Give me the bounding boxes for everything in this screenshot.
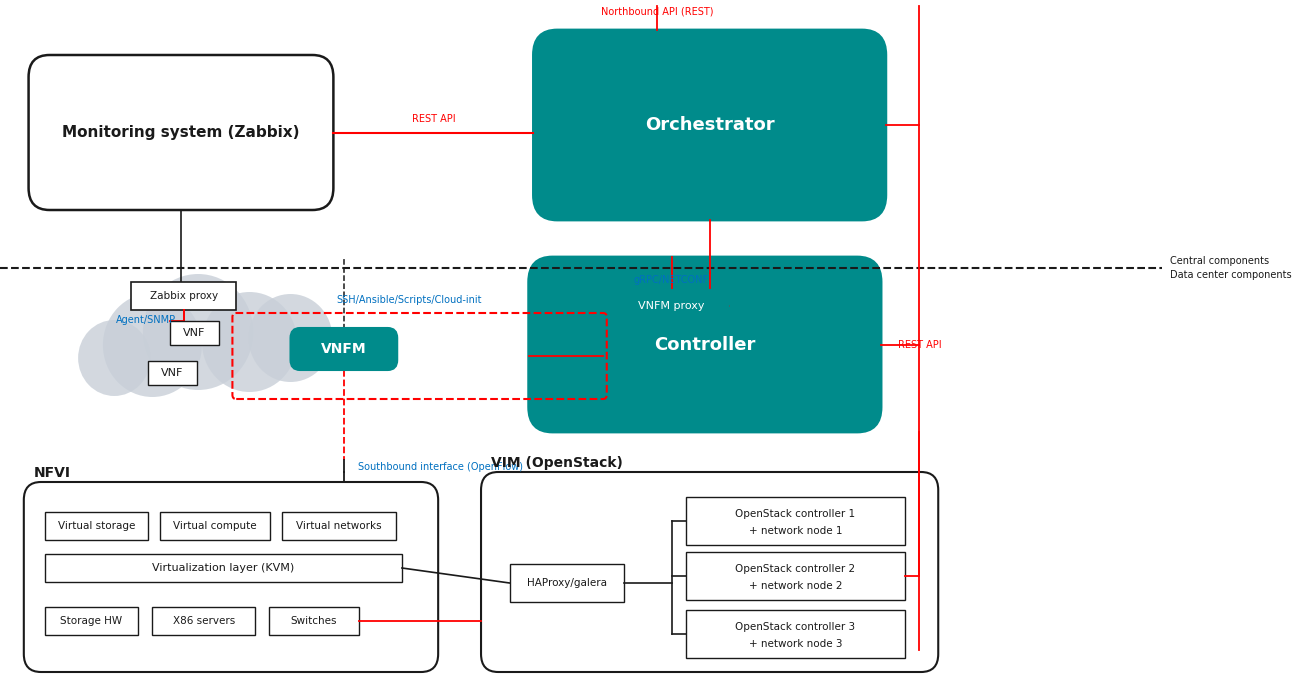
Circle shape xyxy=(249,294,333,382)
Text: Virtual compute: Virtual compute xyxy=(174,521,257,531)
Text: gRPC/NETCONF: gRPC/NETCONF xyxy=(634,275,709,285)
Bar xyxy=(147,361,197,385)
Text: Southbound interface (OpenFlow): Southbound interface (OpenFlow) xyxy=(358,462,523,472)
Text: VNFM: VNFM xyxy=(321,342,367,356)
FancyBboxPatch shape xyxy=(529,257,881,432)
Text: + network node 1: + network node 1 xyxy=(749,526,842,536)
Bar xyxy=(44,512,147,540)
Text: VNFM proxy: VNFM proxy xyxy=(638,301,705,311)
Text: OpenStack controller 3: OpenStack controller 3 xyxy=(735,622,855,632)
Bar xyxy=(161,512,270,540)
Text: Monitoring system (Zabbix): Monitoring system (Zabbix) xyxy=(63,125,300,140)
Text: OpenStack controller 2: OpenStack controller 2 xyxy=(735,564,855,574)
Text: SSH/Ansible/Scripts/Cloud-init: SSH/Ansible/Scripts/Cloud-init xyxy=(337,295,483,305)
Text: Central components: Central components xyxy=(1169,256,1268,266)
Bar xyxy=(686,610,904,658)
Text: HAProxy/galera: HAProxy/galera xyxy=(527,578,607,588)
Circle shape xyxy=(202,292,298,392)
Text: Virtualization layer (KVM): Virtualization layer (KVM) xyxy=(153,563,295,573)
Text: OpenStack controller 1: OpenStack controller 1 xyxy=(735,509,855,519)
Text: VIM (OpenStack): VIM (OpenStack) xyxy=(491,456,622,470)
FancyBboxPatch shape xyxy=(482,472,938,672)
Text: Zabbix proxy: Zabbix proxy xyxy=(150,291,218,301)
Bar xyxy=(153,607,256,635)
Bar xyxy=(44,607,138,635)
FancyBboxPatch shape xyxy=(291,328,397,370)
Text: VNF: VNF xyxy=(183,328,205,338)
Text: + network node 2: + network node 2 xyxy=(749,580,842,591)
Circle shape xyxy=(103,293,202,397)
Text: REST API: REST API xyxy=(411,115,455,125)
Text: REST API: REST API xyxy=(898,340,942,349)
Bar xyxy=(282,512,397,540)
Text: Controller: Controller xyxy=(654,335,756,354)
FancyBboxPatch shape xyxy=(29,55,333,210)
Text: Storage HW: Storage HW xyxy=(60,616,123,626)
Bar xyxy=(44,554,402,582)
Text: Data center components: Data center components xyxy=(1169,270,1292,280)
Text: NFVI: NFVI xyxy=(34,466,70,480)
Text: Orchestrator: Orchestrator xyxy=(645,116,774,134)
Bar xyxy=(686,552,904,600)
Circle shape xyxy=(78,320,150,396)
FancyBboxPatch shape xyxy=(23,482,438,672)
Bar xyxy=(170,321,219,345)
Text: X86 servers: X86 servers xyxy=(172,616,235,626)
Text: + network node 3: + network node 3 xyxy=(749,638,842,649)
Bar xyxy=(132,282,236,310)
Text: Virtual storage: Virtual storage xyxy=(57,521,134,531)
Text: VNF: VNF xyxy=(162,368,184,378)
Bar xyxy=(510,564,624,602)
Circle shape xyxy=(142,274,253,390)
Text: Agent/SNMP: Agent/SNMP xyxy=(116,315,176,325)
Text: Switches: Switches xyxy=(291,616,337,626)
FancyBboxPatch shape xyxy=(615,290,728,322)
Text: Virtual networks: Virtual networks xyxy=(296,521,382,531)
Text: Northbound API (REST): Northbound API (REST) xyxy=(602,6,714,16)
Bar xyxy=(686,497,904,545)
Bar xyxy=(269,607,359,635)
FancyBboxPatch shape xyxy=(534,30,886,220)
